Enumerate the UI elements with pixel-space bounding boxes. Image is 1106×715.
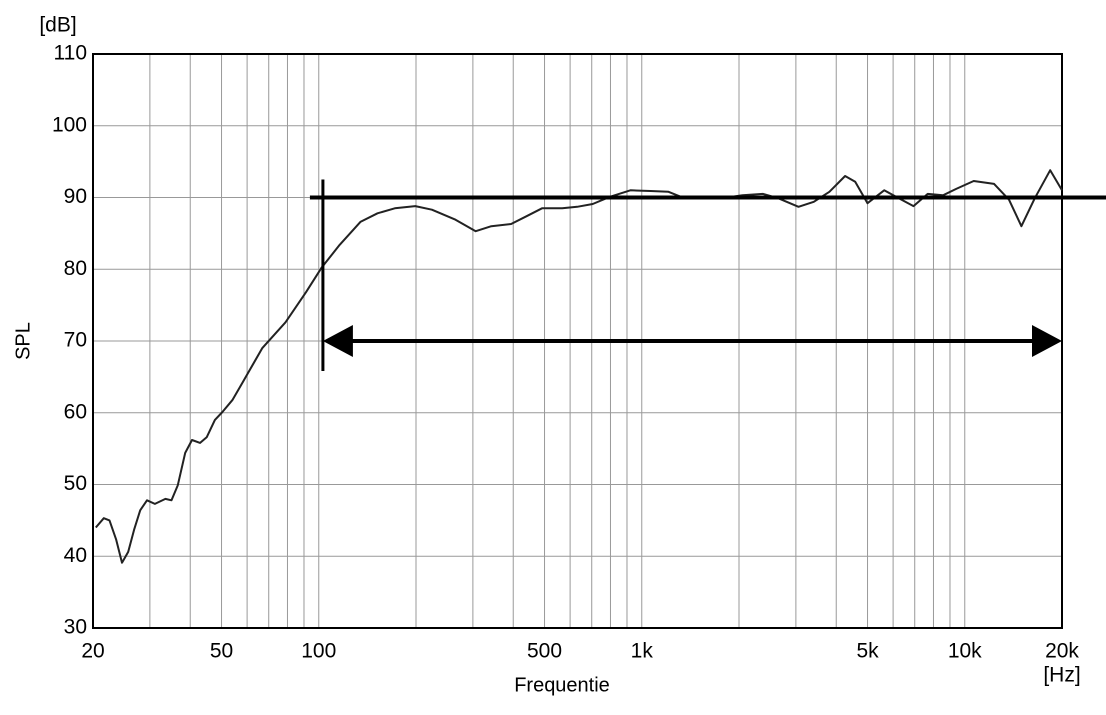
- y-tick-label: 80: [64, 257, 87, 280]
- x-tick-label: 500: [527, 640, 562, 663]
- y-tick-label: 70: [64, 329, 87, 352]
- y-axis-label: SPL: [12, 322, 34, 360]
- y-tick-label: 50: [64, 472, 87, 495]
- x-tick-label: 10k: [948, 640, 982, 663]
- y-tick-label: 100: [52, 113, 87, 136]
- arrow-head: [1032, 325, 1062, 357]
- x-tick-label: 20k: [1045, 640, 1079, 663]
- x-tick-label: 5k: [856, 640, 879, 663]
- y-tick-label: 110: [54, 42, 87, 65]
- y-tick-label: 30: [64, 616, 87, 639]
- x-unit: [Hz]: [1043, 664, 1080, 687]
- x-axis-label: Frequentie: [514, 674, 610, 696]
- x-tick-label: 20: [81, 640, 104, 663]
- y-tick-label: 90: [64, 185, 87, 208]
- x-tick-label: 1k: [631, 640, 654, 663]
- arrow-head: [322, 325, 353, 357]
- y-tick-label: 60: [64, 400, 87, 423]
- y-unit: [dB]: [39, 14, 76, 37]
- response-curve: [95, 169, 1063, 564]
- y-tick-label: 40: [64, 544, 87, 567]
- x-tick-label: 100: [301, 640, 336, 663]
- x-tick-label: 50: [210, 640, 233, 663]
